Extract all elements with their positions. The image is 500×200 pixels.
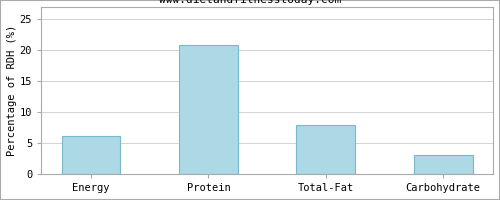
Bar xyxy=(296,125,355,174)
Bar xyxy=(414,155,472,174)
Text: www.dietandfitnesstoday.com: www.dietandfitnesstoday.com xyxy=(159,0,341,5)
Bar xyxy=(179,45,238,174)
Bar xyxy=(62,136,120,174)
Y-axis label: Percentage of RDH (%): Percentage of RDH (%) xyxy=(7,25,17,156)
